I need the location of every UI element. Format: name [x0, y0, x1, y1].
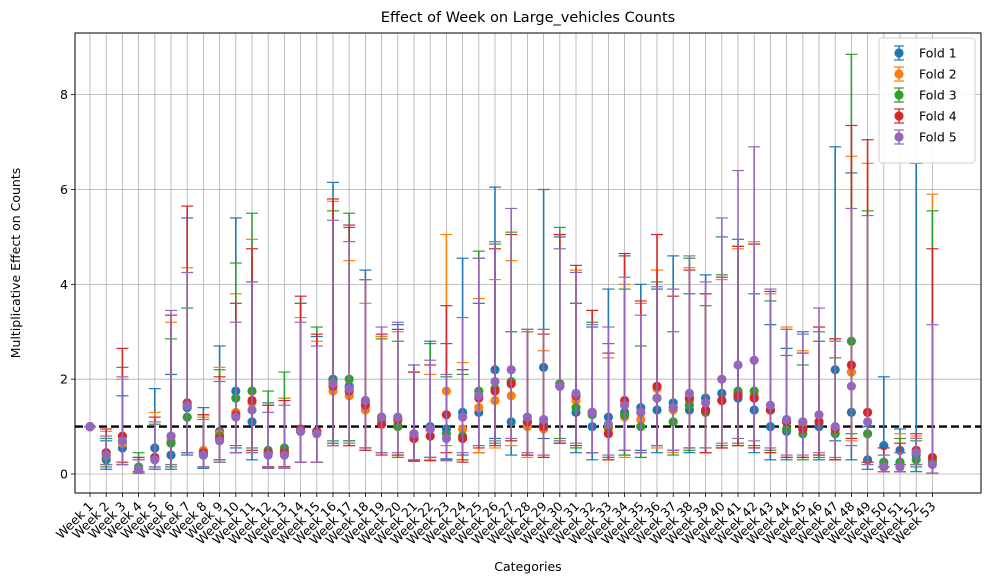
- series-5: [84, 146, 939, 474]
- data-point: [522, 412, 533, 422]
- data-point: [846, 381, 857, 391]
- legend-label: Fold 3: [919, 88, 957, 103]
- data-point: [474, 391, 484, 401]
- data-point: [571, 388, 581, 399]
- legend-marker: [894, 111, 904, 121]
- legend-marker: [894, 48, 904, 58]
- data-point: [134, 464, 144, 474]
- data-point: [717, 374, 727, 384]
- y-axis: 0 2 4 6 8: [60, 87, 75, 482]
- data-point: [782, 414, 792, 425]
- data-point: [360, 395, 370, 406]
- data-point: [830, 422, 840, 432]
- y-tick-label: 8: [60, 87, 68, 102]
- y-axis-title: Multiplicative Effect on Counts: [8, 168, 23, 359]
- data-point: [911, 448, 921, 458]
- data-point: [506, 365, 516, 375]
- data-point: [231, 412, 241, 422]
- data-point: [587, 407, 597, 417]
- data-point: [620, 400, 630, 410]
- data-point: [263, 450, 273, 460]
- data-point: [636, 407, 646, 417]
- y-tick-label: 0: [60, 467, 68, 482]
- data-point: [166, 431, 176, 441]
- y-tick-label: 6: [60, 182, 68, 197]
- data-point: [798, 417, 808, 427]
- data-point: [425, 424, 435, 434]
- data-point: [344, 384, 354, 394]
- y-tick-label: 2: [60, 372, 68, 387]
- data-point: [85, 422, 95, 432]
- data-point: [117, 436, 127, 446]
- series-1: [84, 146, 923, 474]
- data-point: [101, 450, 111, 460]
- legend-marker: [894, 69, 904, 79]
- data-point: [296, 426, 306, 436]
- data-point: [409, 429, 419, 439]
- data-point: [895, 462, 905, 472]
- legend-box: [878, 37, 976, 164]
- data-point: [247, 405, 257, 415]
- legend-label: Fold 5: [919, 130, 957, 145]
- data-point: [312, 429, 322, 439]
- plot-frame: [74, 32, 982, 494]
- data-point: [652, 393, 662, 403]
- data-point: [701, 398, 711, 408]
- data-point: [684, 388, 695, 399]
- data-point: [150, 455, 160, 465]
- data-point: [927, 459, 938, 470]
- legend: Fold 1 Fold 2 Fold 3 Fold 4 Fold 5: [878, 37, 976, 164]
- x-axis-title: Categories: [494, 559, 561, 574]
- data-point: [458, 412, 468, 422]
- data-point: [198, 450, 208, 460]
- data-point: [668, 403, 678, 413]
- legend-label: Fold 2: [919, 67, 957, 82]
- data-point: [814, 410, 824, 420]
- chart-title: Effect of Week on Large_vehicles Counts: [381, 10, 675, 26]
- data-point: [328, 379, 338, 389]
- data-point: [765, 400, 776, 410]
- data-point: [441, 433, 451, 444]
- data-point: [539, 414, 549, 425]
- data-point: [215, 436, 225, 446]
- legend-label: Fold 1: [919, 46, 957, 61]
- legend-label: Fold 4: [919, 109, 957, 124]
- data-point: [490, 376, 500, 387]
- data-point: [863, 417, 873, 427]
- y-tick-label: 4: [60, 277, 68, 292]
- legend-marker: [894, 90, 904, 100]
- data-point: [393, 412, 403, 422]
- data-point: [749, 355, 759, 365]
- data-point: [182, 400, 192, 410]
- data-point: [879, 462, 889, 472]
- data-point: [279, 450, 289, 460]
- data-point: [733, 360, 743, 370]
- data-point: [555, 381, 565, 391]
- data-layer: [84, 53, 939, 474]
- legend-marker: [894, 132, 904, 142]
- data-point: [377, 412, 387, 422]
- data-point: [603, 419, 614, 429]
